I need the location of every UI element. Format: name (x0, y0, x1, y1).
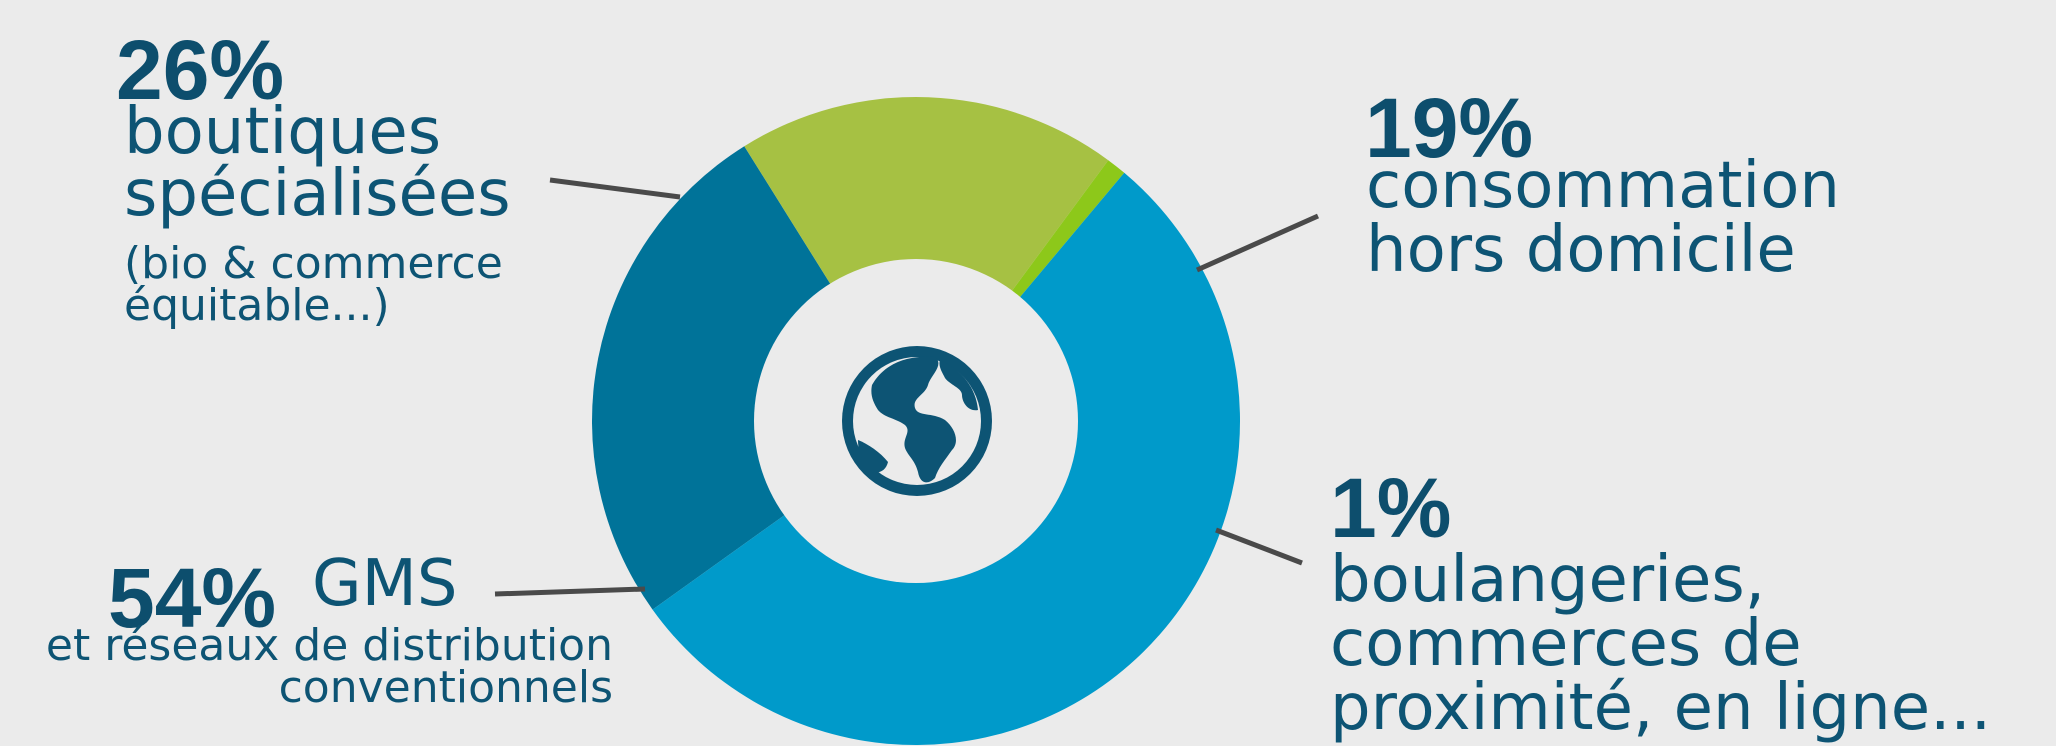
leader-line-boutiques (549, 177, 681, 200)
pct-label-boulangeries: 1% (1330, 461, 1452, 555)
label-boulangeries-line2: commerces de (1330, 607, 1802, 681)
pct-label-boutiques: 26% (116, 23, 285, 117)
label-consommation-line2: hors domicile (1366, 213, 1796, 287)
pct-label-consommation: 19% (1365, 81, 1534, 175)
label-gms-line1: GMS (312, 547, 458, 621)
note-gms-line1: et réseaux de distribution (45, 620, 613, 671)
leader-lines (494, 177, 1320, 597)
note-gms-line2: conventionnels (278, 662, 613, 713)
donut-slice-0 (592, 146, 916, 610)
label-boulangeries-line3: proximité, en ligne... (1330, 671, 1992, 745)
label-boulangeries-line1: boulangeries, (1330, 543, 1766, 617)
pct-label-gms: 54% (108, 551, 277, 645)
note-boutiques-line2: équitable...) (124, 280, 390, 331)
leader-line-consommation (1195, 213, 1320, 273)
label-consommation-line1: consommation (1366, 149, 1840, 223)
leader-line-boulangeries (1215, 527, 1303, 566)
leader-line-gms (494, 586, 646, 597)
note-boutiques-line1: (bio & commerce (124, 238, 503, 289)
donut-slice-1 (744, 96, 1109, 422)
label-boutiques-line2: spécialisées (124, 157, 511, 231)
globe-icon (842, 346, 992, 496)
label-boutiques-line1: boutiques (124, 95, 442, 169)
